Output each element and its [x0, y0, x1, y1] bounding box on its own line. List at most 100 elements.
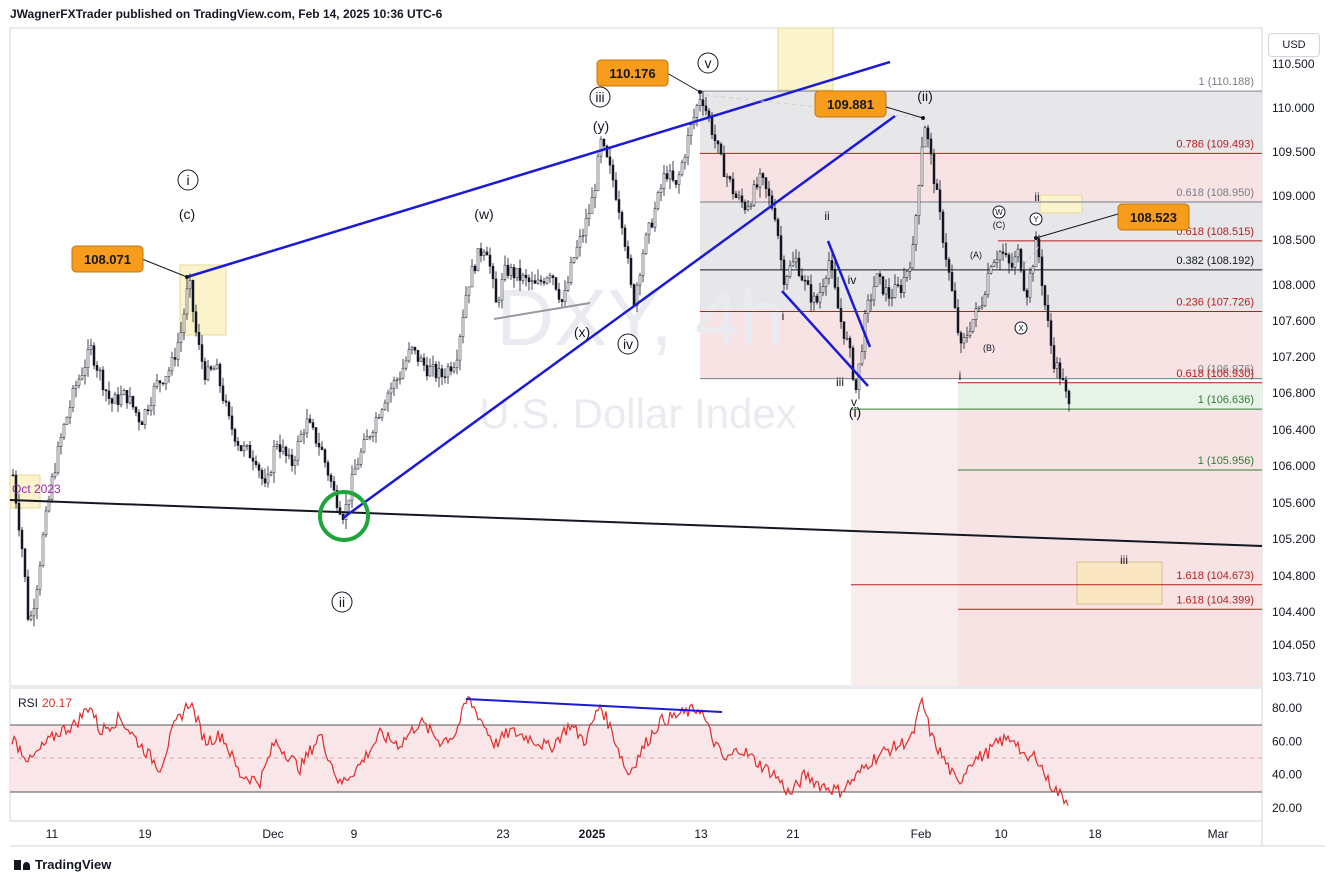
time-tick: 13	[694, 827, 708, 841]
candle-body	[1034, 238, 1038, 267]
candle-body	[923, 127, 927, 148]
candle-body	[89, 345, 93, 350]
candle-body	[866, 299, 870, 314]
candle-body	[731, 178, 735, 194]
candle-body	[215, 364, 219, 370]
candle-body	[989, 266, 993, 274]
candle-body	[560, 299, 564, 302]
price-tick: 109.500	[1272, 145, 1316, 159]
candle-body	[665, 173, 669, 180]
falling-wedge-lower[interactable]	[781, 290, 869, 387]
candle-body	[938, 189, 942, 213]
candle-body	[308, 418, 312, 423]
candle-body	[734, 193, 738, 198]
rsi-divergence-line[interactable]	[465, 698, 723, 713]
wave-label-minor-iv: iv	[848, 273, 857, 287]
target-box-iii	[1076, 561, 1163, 605]
candle-body	[302, 432, 306, 435]
candle-body	[473, 265, 477, 272]
candle-body	[62, 424, 66, 438]
wave-label-w: (w)	[474, 206, 493, 222]
candle-body	[362, 439, 366, 453]
candle-body	[584, 218, 588, 236]
candle-body	[908, 267, 912, 272]
candle-body	[176, 342, 180, 360]
candle-body	[749, 204, 753, 208]
candle-body	[872, 286, 876, 301]
candle-body	[899, 285, 903, 293]
candle-body	[503, 264, 507, 280]
candle-body	[236, 441, 240, 446]
candle-body	[956, 307, 960, 333]
candle-body	[1052, 345, 1056, 369]
candle-body	[947, 259, 951, 273]
time-axis[interactable]: 11 19 Dec 9 23 2025 13 21 Feb 10 18 Mar	[46, 827, 1229, 841]
candle-body	[401, 367, 405, 379]
candle-body	[839, 308, 843, 322]
candle-body	[959, 332, 963, 344]
candle-body	[896, 284, 900, 286]
candle-body	[635, 284, 639, 306]
callout-109881: 109.881	[814, 90, 925, 120]
candle-body	[911, 244, 915, 269]
wave-label-minor-iii: iii	[836, 375, 844, 389]
candle-body	[602, 138, 606, 147]
rsi-tick: 20.00	[1272, 801, 1302, 815]
candle-body	[632, 284, 636, 306]
candle-body	[770, 195, 774, 209]
fib-label: 0.236 (107.726)	[1176, 297, 1254, 309]
long-term-trendline[interactable]	[9, 499, 1263, 547]
candle-body	[623, 227, 627, 247]
candle-body	[263, 478, 267, 484]
candle-body	[353, 468, 357, 475]
candle-body	[407, 349, 411, 362]
currency-button[interactable]: USD	[1268, 33, 1320, 57]
candle-body	[527, 277, 531, 283]
candle-body	[137, 412, 141, 423]
candle-body	[557, 288, 561, 300]
candle-body	[671, 170, 675, 181]
candle-body	[533, 280, 537, 284]
candle-body	[368, 436, 372, 438]
candle-body	[173, 357, 177, 360]
price-axis[interactable]: 110.500 110.000 109.500 109.000 108.500 108.0…	[1272, 57, 1316, 684]
candle-body	[32, 608, 36, 617]
candle-body	[743, 201, 747, 211]
price-tick: 106.800	[1272, 386, 1316, 400]
candle-body	[287, 454, 291, 457]
candle-body	[110, 398, 114, 404]
candle-body	[788, 265, 792, 277]
lower-wedge-line[interactable]	[342, 114, 896, 520]
wave-label-(i): (i)	[849, 404, 861, 420]
candle-body	[437, 368, 441, 379]
candle-body	[53, 472, 57, 478]
falling-wedge-upper[interactable]	[826, 240, 872, 348]
candle-body	[122, 390, 126, 396]
wave-label-new-i: i	[959, 369, 962, 383]
candle-body	[638, 275, 642, 286]
candle-body	[200, 344, 204, 362]
footer-brand: TradingView	[35, 857, 112, 872]
candle-body	[590, 197, 594, 214]
candle-body	[1067, 390, 1071, 405]
candle-body	[980, 305, 984, 308]
candle-body	[500, 279, 504, 301]
candle-body	[1061, 378, 1065, 381]
candle-body	[953, 290, 957, 308]
candle-body	[65, 416, 69, 425]
candle-body	[902, 277, 906, 293]
candle-body	[926, 127, 930, 140]
candle-body	[644, 234, 648, 254]
fib-zone-red-1	[700, 152, 1262, 202]
upper-wedge-line[interactable]	[186, 60, 891, 279]
candle-body	[227, 402, 231, 417]
wave-label-v: v	[705, 55, 712, 71]
candle-body	[764, 177, 768, 189]
candle-body	[641, 253, 645, 276]
candle-body	[761, 173, 765, 178]
candle-body	[461, 316, 465, 337]
candle-body	[257, 464, 261, 471]
candle-body	[488, 254, 492, 267]
candle-body	[275, 444, 279, 447]
